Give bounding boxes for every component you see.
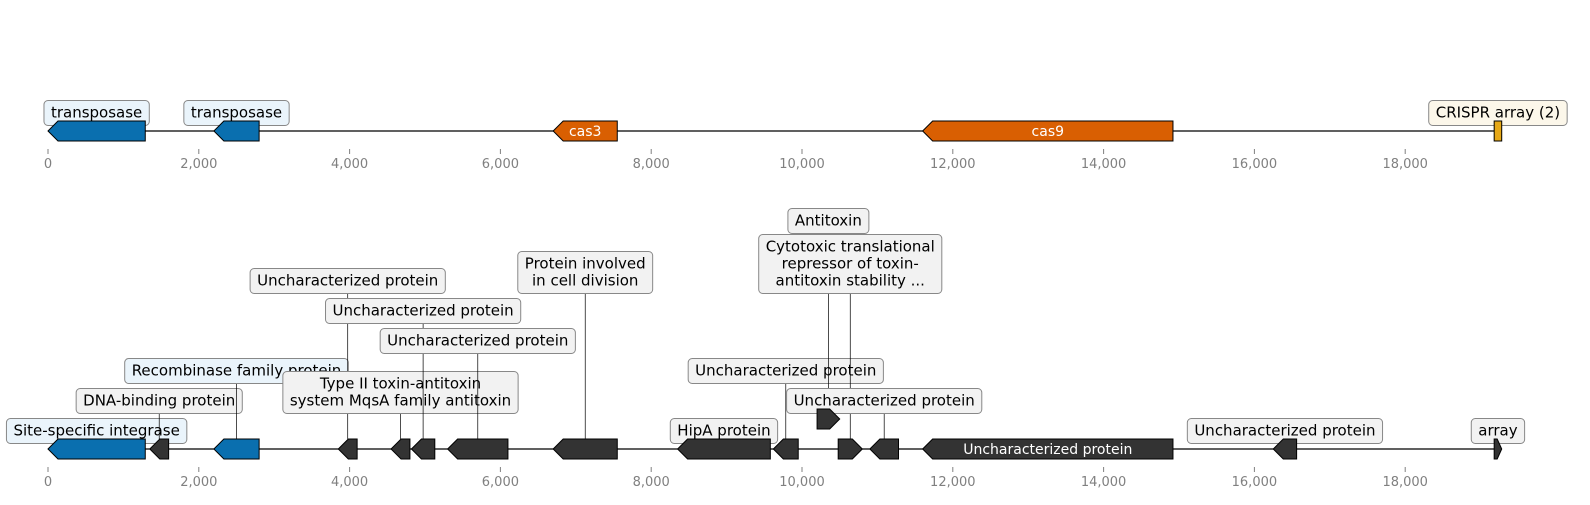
gene-feature xyxy=(446,438,509,460)
features: Uncharacterized protein xyxy=(47,408,1503,460)
label-box xyxy=(325,298,522,324)
gene-label: Uncharacterized protein xyxy=(257,272,438,290)
gene-feature xyxy=(410,438,436,460)
gene-inline-label: cas3 xyxy=(569,124,601,140)
feature-labels: Site-specific integrase DNA-binding prote… xyxy=(5,208,1526,444)
tick-label: 6,000 xyxy=(482,157,519,172)
axis-ticks: 0 2,000 4,000 6,000 8,000 10,000 12,000 14,000 1… xyxy=(44,149,1428,172)
tick-label: 2,000 xyxy=(180,475,217,490)
tick-label: 12,000 xyxy=(930,475,976,490)
tick-label: 4,000 xyxy=(331,475,368,490)
gene-feature xyxy=(869,438,900,460)
gene-inline-label: Uncharacterized protein xyxy=(963,442,1132,458)
tick-label: 18,000 xyxy=(1382,157,1428,172)
label-box xyxy=(249,268,446,294)
gene-label: array xyxy=(1478,422,1517,440)
gene-feature xyxy=(149,438,170,460)
gene-feature xyxy=(47,438,146,460)
gene-feature xyxy=(676,438,771,460)
tick-label: 12,000 xyxy=(930,157,976,172)
gene-feature xyxy=(772,438,799,460)
gene-feature xyxy=(552,438,618,460)
tick-label: 16,000 xyxy=(1232,475,1278,490)
gene-feature xyxy=(390,438,411,460)
label-box xyxy=(379,328,576,354)
gene-label: Type II toxin-antitoxin system MqsA famil… xyxy=(290,375,511,410)
label-box xyxy=(687,358,884,384)
tick-label: 0 xyxy=(44,157,52,172)
gene-label: Site-specific integrase xyxy=(13,422,179,440)
gene-feature xyxy=(816,408,841,430)
label-box xyxy=(787,208,870,234)
tick-label: 0 xyxy=(44,475,52,490)
gene-feature xyxy=(213,438,260,460)
tick-label: 18,000 xyxy=(1382,475,1428,490)
tick-label: 2,000 xyxy=(180,157,217,172)
gene-label: Uncharacterized protein xyxy=(387,332,568,350)
tick-label: 10,000 xyxy=(779,475,825,490)
gene-feature xyxy=(1493,438,1503,460)
gene-feature xyxy=(337,438,358,460)
bottom-track: 0 2,000 4,000 6,000 8,000 10,000 12,000 14,000 1… xyxy=(5,208,1526,490)
gene-label: HipA protein xyxy=(677,422,770,440)
gene-label: Uncharacterized protein xyxy=(1194,422,1375,440)
tick-label: 10,000 xyxy=(779,157,825,172)
gene-feature xyxy=(1493,120,1503,142)
label-box xyxy=(786,388,983,414)
gene-feature xyxy=(213,120,260,142)
gene-label: DNA-binding protein xyxy=(83,392,235,410)
gene-label: Uncharacterized protein xyxy=(333,302,514,320)
axis-ticks: 0 2,000 4,000 6,000 8,000 10,000 12,000 14,000 1… xyxy=(44,467,1428,490)
label-box xyxy=(758,234,943,294)
feature-labels: transposase transposase CRISPR array (2) xyxy=(43,100,1568,126)
tick-label: 8,000 xyxy=(633,157,670,172)
label-box xyxy=(517,251,654,294)
gene-label: transposase xyxy=(51,104,142,122)
gene-label: Protein involved in cell division xyxy=(525,255,646,290)
gene-feature xyxy=(1272,438,1298,460)
gene-feature xyxy=(921,438,1174,460)
gene-feature xyxy=(837,438,864,460)
gene-label: CRISPR array (2) xyxy=(1436,104,1560,122)
gene-feature xyxy=(47,120,146,142)
tick-label: 8,000 xyxy=(633,475,670,490)
tick-label: 16,000 xyxy=(1232,157,1278,172)
tick-label: 14,000 xyxy=(1081,475,1127,490)
top-track: 0 2,000 4,000 6,000 8,000 10,000 12,000 14,000 1… xyxy=(43,100,1568,172)
gene-label: transposase xyxy=(191,104,282,122)
gene-feature xyxy=(552,120,618,142)
features: cas3 cas9 xyxy=(47,120,1503,142)
tick-label: 6,000 xyxy=(482,475,519,490)
tick-label: 14,000 xyxy=(1081,157,1127,172)
gene-label: Uncharacterized protein xyxy=(794,392,975,410)
gene-label: Uncharacterized protein xyxy=(695,362,876,380)
label-box xyxy=(282,371,519,414)
gene-inline-label: cas9 xyxy=(1032,124,1064,140)
tick-label: 4,000 xyxy=(331,157,368,172)
gene-label: Antitoxin xyxy=(795,212,862,230)
label-box xyxy=(75,388,243,414)
gene-feature xyxy=(921,120,1174,142)
gene-label: Cytotoxic translational repressor of toxi… xyxy=(766,238,935,290)
